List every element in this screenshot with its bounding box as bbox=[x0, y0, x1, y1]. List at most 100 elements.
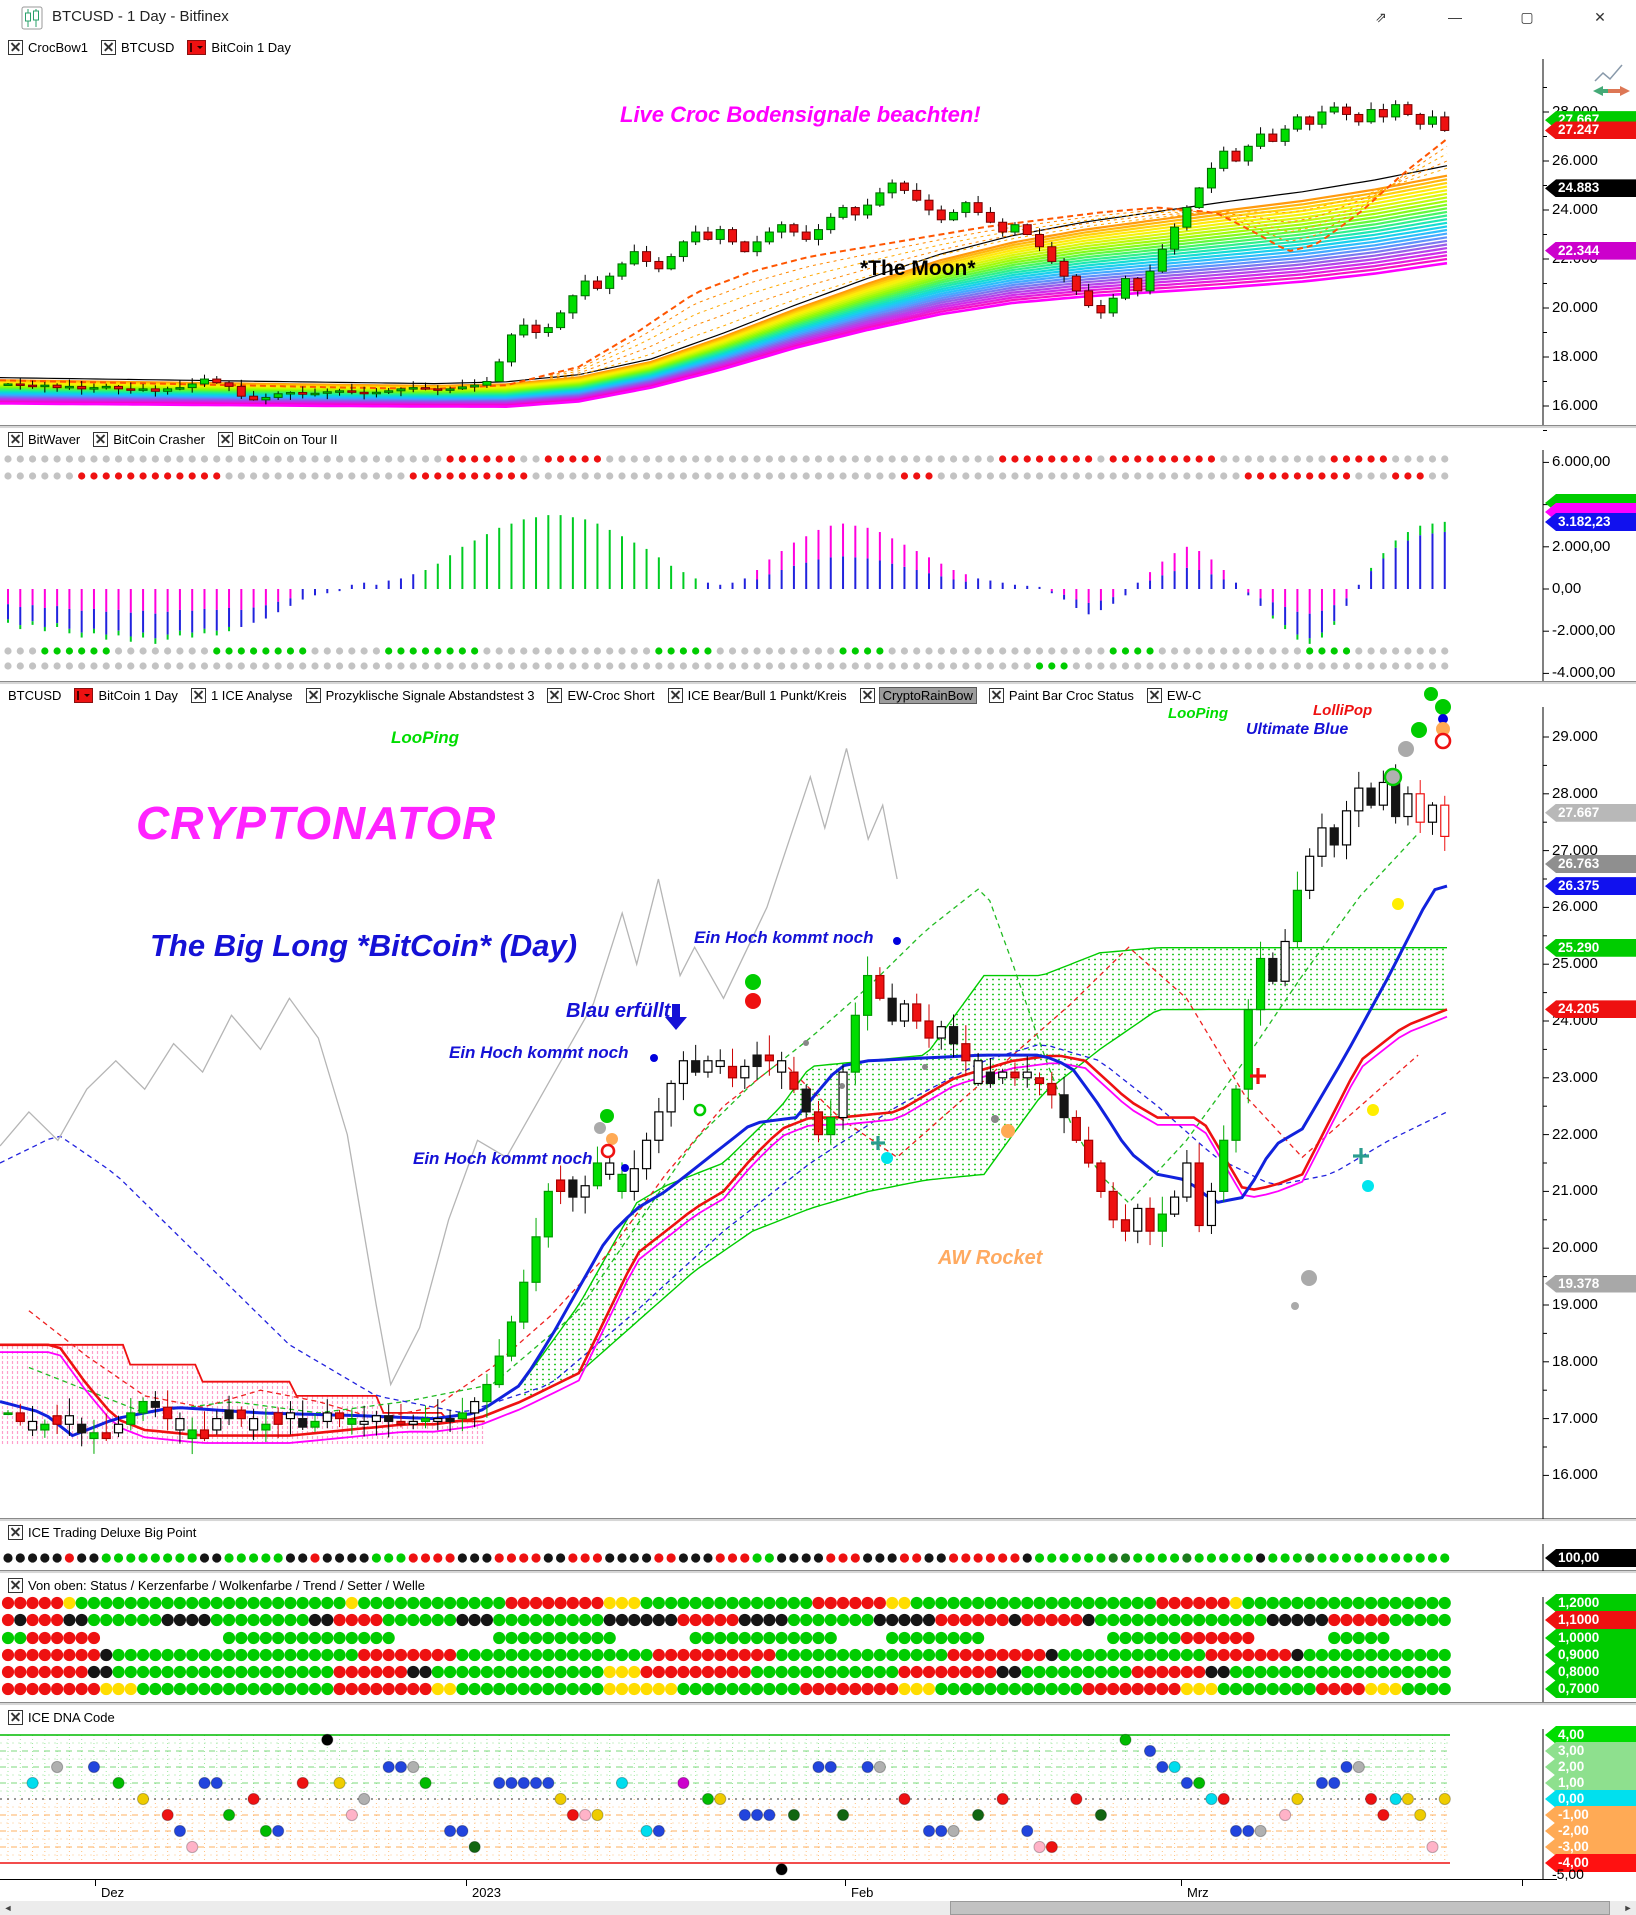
indicator-label: ICE Bear/Bull 1 Punkt/Kreis bbox=[687, 688, 847, 703]
panel1-header: CrocBow1 BTCUSD BitCoin 1 Day bbox=[0, 36, 1560, 59]
price-flag: -4,00 bbox=[1545, 1854, 1636, 1872]
axis-tick-label: 20.000 bbox=[1552, 299, 1598, 316]
indicator-item: BTCUSD bbox=[8, 688, 61, 703]
price-flag: 27.667 bbox=[1545, 803, 1636, 822]
minimize-button[interactable]: — bbox=[1448, 9, 1462, 25]
price-flag: 26.763 bbox=[1545, 855, 1636, 874]
panel4-dot-row bbox=[3, 1544, 1544, 1571]
price-flag: 3.182,23 bbox=[1545, 513, 1636, 531]
checkbox-icon[interactable] bbox=[305, 688, 321, 703]
indicator-label: ICE DNA Code bbox=[28, 1710, 115, 1725]
axis-tick-label: 25.000 bbox=[1552, 955, 1598, 973]
indicator-label: Prozyklische Signale Abstandstest 3 bbox=[325, 688, 535, 703]
checkbox-icon[interactable] bbox=[1146, 688, 1162, 703]
checkbox-icon[interactable] bbox=[8, 1525, 23, 1540]
symbol-dropdown-icon[interactable] bbox=[74, 688, 94, 703]
checkbox-icon[interactable] bbox=[859, 688, 875, 703]
axis-tick-label: 19.000 bbox=[1552, 1296, 1598, 1313]
axis-tick-label: 29.000 bbox=[1552, 728, 1598, 745]
price-flag: 19.378 bbox=[1545, 1274, 1636, 1293]
indicator-item: CrocBow1 bbox=[8, 40, 88, 55]
panel-separator bbox=[0, 1702, 1636, 1706]
checkbox-icon[interactable] bbox=[8, 40, 23, 55]
panel5-dot-rows bbox=[1, 1596, 1544, 1702]
scroll-left-arrow[interactable]: ◄ bbox=[3, 1903, 13, 1913]
horizontal-scrollbar[interactable]: ◄ ► bbox=[0, 1901, 1636, 1915]
axis-tick-label: 26.000 bbox=[1552, 898, 1598, 916]
indicator-label: BitCoin Crasher bbox=[113, 432, 206, 447]
checkbox-icon[interactable] bbox=[93, 432, 109, 447]
indicator-label: EW-C bbox=[1166, 688, 1202, 703]
maximize-button[interactable]: ▢ bbox=[1520, 9, 1534, 25]
panel-separator bbox=[0, 1518, 1636, 1522]
panel2-indicator-chart bbox=[4, 450, 1549, 681]
chart-annotation: Blau erfüllt bbox=[566, 1000, 671, 1022]
axis-tick-label: 21.000 bbox=[1552, 1182, 1598, 1200]
indicator-item: EW-Croc Short bbox=[547, 688, 655, 703]
checkbox-icon[interactable] bbox=[547, 688, 563, 703]
price-flag: 0,9000 bbox=[1545, 1646, 1636, 1664]
axis-tick-label: 26.000 bbox=[1552, 152, 1598, 169]
panel2-header: BitWaver BitCoin Crasher BitCoin on Tour I… bbox=[0, 428, 1560, 451]
indicator-item: Von oben: Status / Kerzenfarbe / Wolkenf… bbox=[8, 1578, 425, 1593]
indicator-item: ICE DNA Code bbox=[8, 1710, 115, 1725]
month-tick bbox=[95, 1880, 96, 1886]
indicator-label: ICE Trading Deluxe Big Point bbox=[28, 1525, 197, 1540]
panel-separator bbox=[0, 425, 1636, 429]
price-flag: 22.344 bbox=[1545, 241, 1636, 260]
checkbox-icon[interactable] bbox=[667, 688, 683, 703]
chart-annotation: Ein Hoch kommt noch bbox=[413, 1149, 593, 1168]
indicator-label: 1 ICE Analyse bbox=[210, 688, 293, 703]
chart-annotation: Ultimate Blue bbox=[1246, 721, 1349, 738]
axis-tick-label: 23.000 bbox=[1552, 1068, 1598, 1086]
axis-tick-label: 22.000 bbox=[1552, 1125, 1598, 1143]
checkbox-icon[interactable] bbox=[218, 432, 234, 447]
month-label: Mrz bbox=[1187, 1885, 1209, 1900]
popout-button[interactable]: ⇗ bbox=[1375, 9, 1387, 25]
panel-separator bbox=[0, 1570, 1636, 1574]
indicator-item: Paint Bar Croc Status bbox=[988, 688, 1134, 703]
indicator-label[interactable]: CryptoRainBow bbox=[878, 687, 977, 704]
axis-tick-label: 28.000 bbox=[1552, 784, 1598, 802]
price-flag: 2,00 bbox=[1545, 1758, 1636, 1776]
price-flag: 0,8000 bbox=[1545, 1663, 1636, 1681]
axis-tick-label: 27.000 bbox=[1552, 841, 1598, 859]
symbol-dropdown-icon[interactable] bbox=[187, 40, 207, 55]
indicator-item: EW-C bbox=[1146, 688, 1202, 703]
checkbox-icon[interactable] bbox=[8, 1578, 23, 1593]
time-axis: Dez 2023 Feb Mrz bbox=[0, 1879, 1557, 1900]
indicator-label: BTCUSD bbox=[120, 40, 175, 55]
price-flag: 1,0000 bbox=[1545, 1629, 1636, 1647]
axis-tick-label: 16.000 bbox=[1552, 397, 1598, 414]
panel-separator bbox=[0, 681, 1636, 685]
axis-tick-label: -2.000,00 bbox=[1552, 622, 1616, 640]
title-bar: BTCUSD - 1 Day - Bitfinex ⇗ — ▢ ✕ bbox=[0, 0, 1636, 35]
checkbox-icon[interactable] bbox=[988, 688, 1004, 703]
indicator-item: 1 ICE Analyse bbox=[190, 688, 293, 703]
scroll-right-arrow[interactable]: ► bbox=[1623, 1903, 1633, 1913]
indicator-label: BitCoin on Tour II bbox=[238, 432, 338, 447]
indicator-item: BitCoin on Tour II bbox=[218, 432, 338, 447]
checkbox-icon[interactable] bbox=[8, 432, 23, 447]
indicator-label: BitCoin 1 Day bbox=[211, 40, 291, 55]
price-flag: 26.375 bbox=[1545, 877, 1636, 896]
chart-annotation: LolliPop bbox=[1313, 702, 1373, 719]
chart-annotation: LooPing bbox=[1168, 705, 1228, 722]
window-title: BTCUSD - 1 Day - Bitfinex bbox=[52, 8, 229, 25]
indicator-item: BitCoin 1 Day bbox=[187, 40, 291, 55]
month-tick bbox=[466, 1880, 467, 1886]
chart-annotation: AW Rocket bbox=[938, 1247, 1043, 1269]
checkbox-icon[interactable] bbox=[190, 688, 206, 703]
indicator-item: BTCUSD bbox=[100, 40, 175, 55]
panel6-dna-chart bbox=[0, 1729, 1544, 1879]
price-flag: 27.247 bbox=[1545, 121, 1636, 140]
indicator-label: BitCoin 1 Day bbox=[98, 688, 178, 703]
scrollbar-thumb[interactable] bbox=[950, 1901, 1610, 1915]
price-flag: -1,00 bbox=[1545, 1806, 1636, 1824]
price-flag: 1,2000 bbox=[1545, 1594, 1636, 1612]
checkbox-icon[interactable] bbox=[100, 40, 116, 55]
close-button[interactable]: ✕ bbox=[1594, 9, 1606, 25]
indicator-label: BTCUSD bbox=[8, 688, 62, 703]
price-flag: 3,00 bbox=[1545, 1742, 1636, 1760]
checkbox-icon[interactable] bbox=[8, 1710, 23, 1725]
